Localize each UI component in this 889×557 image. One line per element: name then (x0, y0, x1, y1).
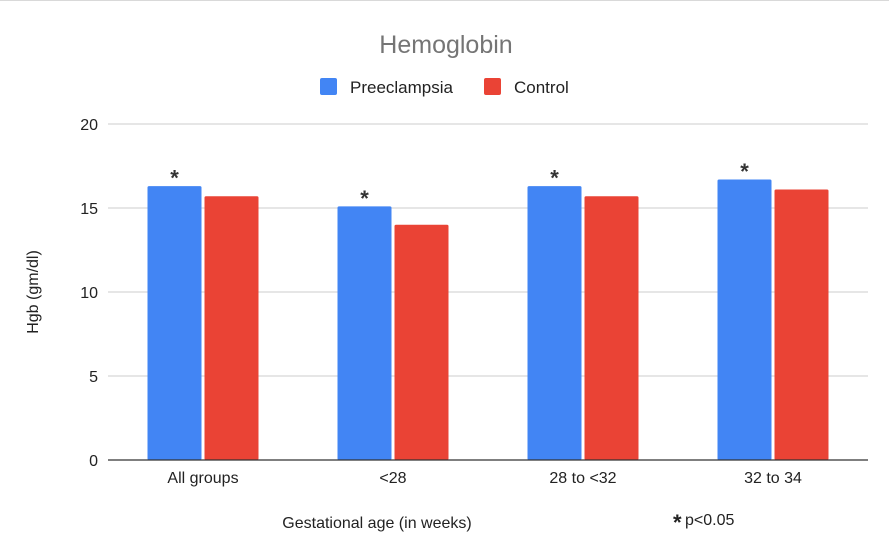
bar-preeclampsia-28-to-32 (527, 186, 582, 460)
y-tick-label-15: 15 (80, 201, 98, 218)
y-tick-label-5: 5 (89, 369, 98, 386)
significance-marker-32-to-34: * (740, 159, 749, 184)
y-tick-label-0: 0 (89, 453, 98, 470)
legend-label-control: Control (514, 78, 569, 97)
x-axis-label: Gestational age (in weeks) (282, 515, 471, 532)
y-tick-labels: 0 5 10 15 20 (80, 117, 98, 470)
x-tick-labels: All groups <28 28 to <32 32 to 34 (167, 470, 802, 487)
significance-marker-28-to-32: * (550, 166, 559, 191)
x-tick-label-28-to-32: 28 to <32 (549, 470, 616, 487)
y-tick-label-10: 10 (80, 285, 98, 302)
legend: Preeclampsia Control (320, 78, 569, 97)
footnote-text: p<0.05 (685, 512, 734, 529)
top-divider (0, 0, 889, 1)
x-tick-label-32-to-34: 32 to 34 (744, 470, 802, 487)
bar-preeclampsia-28 (337, 206, 392, 460)
x-tick-label-all-groups: All groups (167, 470, 238, 487)
legend-swatch-control (484, 78, 501, 95)
legend-swatch-preeclampsia (320, 78, 337, 95)
chart-title: Hemoglobin (379, 31, 512, 59)
legend-label-preeclampsia: Preeclampsia (350, 78, 454, 97)
y-tick-label-20: 20 (80, 117, 98, 134)
bar-control-32-to-34 (774, 189, 829, 460)
bar-preeclampsia-all-groups (147, 186, 202, 460)
footnote: * p<0.05 (673, 510, 734, 535)
y-axis-label: Hgb (gm/dl) (25, 250, 42, 334)
significance-marker-28: * (360, 186, 369, 211)
bar-control-all-groups (204, 196, 259, 461)
bar-control-28-to-32 (584, 196, 639, 461)
significance-marker-all-groups: * (170, 166, 179, 191)
bar-preeclampsia-32-to-34 (717, 179, 772, 460)
bars (147, 179, 829, 461)
x-tick-label-28: <28 (379, 470, 406, 487)
footnote-marker: * (673, 510, 682, 535)
bar-control-28 (394, 224, 449, 460)
significance-markers: * * * * (170, 159, 749, 211)
